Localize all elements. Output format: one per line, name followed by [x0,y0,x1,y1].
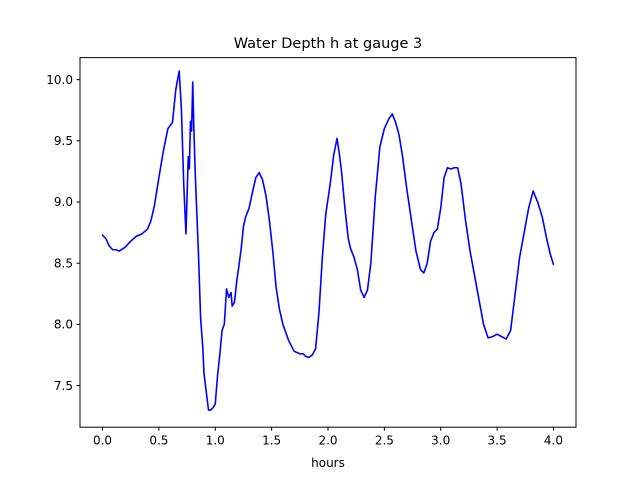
y-tick-label: 8.0 [54,318,73,332]
plot-area [101,70,555,411]
y-tick-label: 10.0 [46,73,73,87]
series-line-0 [101,70,555,411]
y-tick-label: 9.5 [54,134,73,148]
x-tick-label: 3.5 [488,434,507,448]
x-tick-label: 2.5 [375,434,394,448]
x-axis-label: hours [311,456,345,470]
x-tick-label: 0.5 [149,434,168,448]
y-tick-label: 9.0 [54,195,73,209]
y-axis: 7.5 8.0 8.5 9.0 9.5 10.0 [46,73,80,393]
y-tick-label: 8.5 [54,256,73,270]
x-tick-label: 4.0 [544,434,563,448]
x-tick-label: 1.5 [262,434,281,448]
x-tick-label: 1.0 [206,434,225,448]
x-tick-label: 2.0 [318,434,337,448]
x-tick-label: 3.0 [431,434,450,448]
x-tick-label: 0.0 [93,434,112,448]
x-axis: 0.0 0.5 1.0 1.5 2.0 2.5 3.0 3.5 4.0 [93,427,563,448]
chart-title: Water Depth h at gauge 3 [234,36,422,52]
axes-frame [79,57,577,428]
y-tick-label: 7.5 [54,379,73,393]
